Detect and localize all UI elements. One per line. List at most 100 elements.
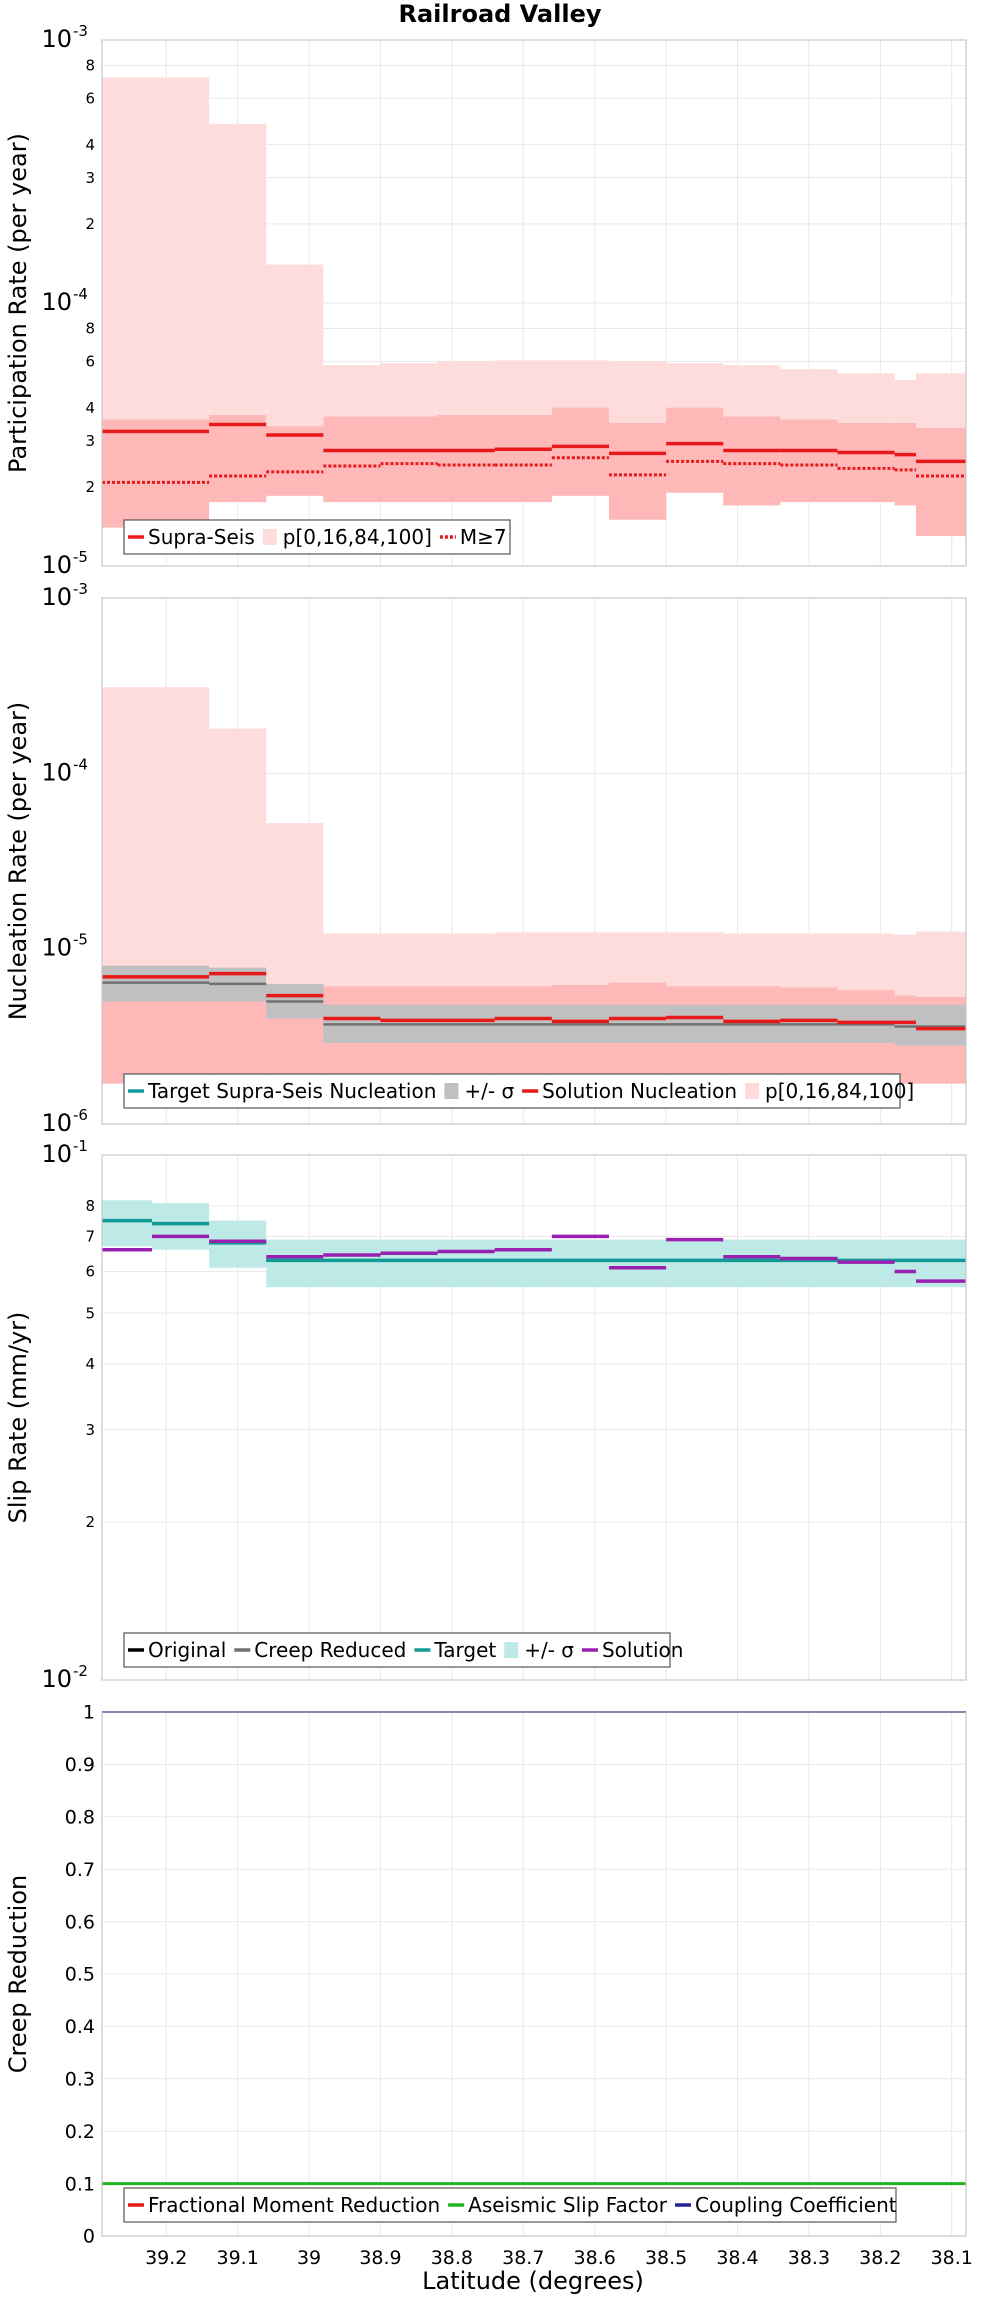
y-axis-label: Creep Reduction [4, 1875, 32, 2073]
band-sigma [916, 1004, 966, 1046]
y-tick-label: 0.7 [65, 1859, 95, 1881]
legend-label: Fractional Moment Reduction [148, 2193, 440, 2217]
legend-label: Aseismic Slip Factor [468, 2193, 668, 2217]
legend: Original Creep Reduced Target +/- σ Solution [123, 1632, 683, 1668]
y-axis-label: Participation Rate (per year) [4, 133, 32, 473]
legend-label: Creep Reduced [254, 1638, 406, 1662]
legend-label: +/- σ [524, 1638, 574, 1662]
legend-swatch [745, 1083, 760, 1099]
band-sigma [437, 1239, 495, 1288]
band-p16-84 [608, 422, 667, 520]
x-tick-label: 38.2 [859, 2247, 901, 2269]
plot-frame [101, 597, 967, 1125]
y-tick-label: 10 [41, 25, 72, 53]
x-tick-label: 39.1 [217, 2247, 259, 2269]
y-tick-label: 6 [85, 90, 95, 108]
y-tick-exponent: -1 [73, 1137, 88, 1155]
legend: Fractional Moment Reduction Aseismic Slip… [123, 2187, 897, 2223]
y-tick-label: 3 [85, 432, 95, 450]
band-sigma [608, 1239, 667, 1288]
y-tick-exponent: -5 [73, 548, 88, 566]
x-tick-label: 38.9 [359, 2247, 401, 2269]
y-tick-label: 8 [85, 320, 95, 338]
y-axis-label: Slip Rate (mm/yr) [4, 1312, 32, 1524]
band-p16-84 [916, 427, 966, 537]
y-tick-label: 0.9 [65, 1754, 95, 1776]
y-tick-label: 5 [85, 1304, 95, 1322]
x-tick-label: 38.6 [574, 2247, 616, 2269]
band-sigma [666, 1239, 724, 1288]
band-sigma [102, 1200, 152, 1247]
y-tick-label: 10 [41, 551, 72, 579]
band-p16-84 [494, 415, 552, 503]
legend-swatch [262, 529, 277, 545]
x-tick-label: 39 [297, 2247, 321, 2269]
plot-frame [101, 1154, 967, 1681]
y-tick-label: 3 [85, 1421, 95, 1439]
legend-label: p[0,16,84,100] [765, 1079, 914, 1103]
legend: Target Supra-Seis Nucleation +/- σ Solutio… [123, 1073, 914, 1109]
y-tick-label: 0.3 [65, 2068, 95, 2090]
y-tick-label: 7 [85, 1228, 95, 1246]
band-p16-84 [209, 415, 267, 503]
y-tick-exponent: -4 [73, 755, 88, 773]
band-p16-84 [551, 407, 609, 496]
y-tick-label: 4 [85, 399, 95, 417]
legend-label: Solution [602, 1638, 683, 1662]
y-tick-label: 0.1 [65, 2173, 95, 2195]
x-tick-label: 38.8 [431, 2247, 473, 2269]
creep-reduction-panel: 0 0.1 0.2 0.3 0.4 0.5 0.6 0.7 0.8 0.9 1 Creep Reduc… [4, 1702, 973, 2269]
legend-label: Target [433, 1638, 496, 1662]
y-tick-label: 8 [85, 57, 95, 75]
y-tick-label: 10 [41, 1109, 72, 1137]
legend-label: +/- σ [464, 1079, 514, 1103]
plot-frame [101, 39, 967, 567]
y-tick-label: 10 [41, 583, 72, 611]
legend-box [123, 1632, 671, 1668]
band-sigma [723, 1239, 781, 1288]
legend: Supra-Seis p[0,16,84,100] M≥7 [123, 519, 511, 555]
legend-box [123, 2187, 897, 2223]
x-tick-label: 38.4 [716, 2247, 758, 2269]
y-tick-label: 0.4 [65, 2016, 95, 2038]
band-p16-84 [437, 415, 495, 503]
y-tick-label: 6 [85, 1263, 95, 1281]
y-tick-label: 2 [85, 478, 95, 496]
y-tick-label: 10 [41, 1665, 72, 1693]
y-tick-label: 10 [41, 1140, 72, 1168]
y-tick-label: 2 [85, 215, 95, 233]
y-tick-label: 10 [41, 288, 72, 316]
legend-label: Original [148, 1638, 226, 1662]
legend-box [123, 1073, 901, 1109]
y-tick-label: 4 [85, 136, 95, 154]
band-p16-84 [102, 419, 210, 528]
band-sigma [551, 1239, 609, 1288]
y-tick-label: 0.8 [65, 1806, 95, 1828]
y-tick-exponent: -4 [73, 285, 88, 303]
y-tick-label: 4 [85, 1355, 95, 1373]
legend-swatch [444, 1083, 459, 1099]
y-tick-exponent: -6 [73, 1106, 88, 1124]
band-p16-84 [380, 416, 438, 503]
y-tick-label: 0.2 [65, 2121, 95, 2143]
y-tick-label: 2 [85, 1513, 95, 1531]
x-axis-label: Latitude (degrees) [422, 2267, 644, 2295]
y-tick-exponent: -5 [73, 931, 88, 949]
band-sigma [780, 1239, 838, 1288]
band-p16-84 [837, 422, 895, 503]
y-tick-exponent: -3 [73, 580, 88, 598]
y-tick-label: 6 [85, 353, 95, 371]
y-tick-label: 0 [83, 2226, 95, 2248]
band-p16-84 [666, 407, 724, 493]
band-p16-84 [266, 426, 324, 496]
band-p16-84 [723, 416, 781, 506]
band-sigma [151, 1203, 210, 1250]
y-tick-label: 0.6 [65, 1911, 95, 1933]
band-sigma [494, 1239, 552, 1288]
y-tick-exponent: -2 [73, 1662, 88, 1680]
y-tick-label: 3 [85, 169, 95, 187]
